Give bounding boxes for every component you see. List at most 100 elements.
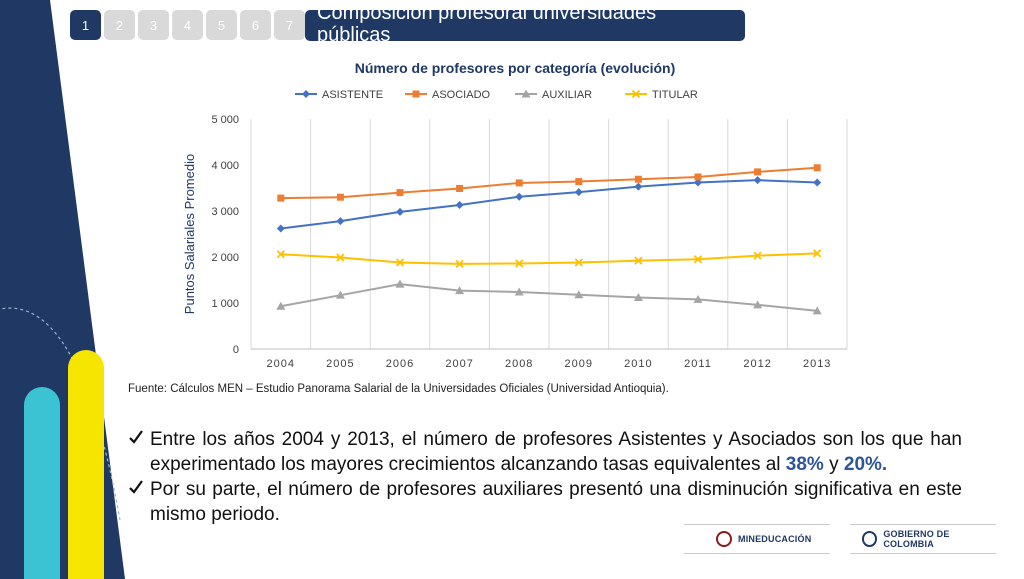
seal-icon bbox=[716, 531, 732, 547]
rate-asistentes: 38% bbox=[785, 454, 824, 475]
data-point-asociado bbox=[694, 173, 702, 181]
legend-marker-titular bbox=[631, 89, 641, 99]
cyan-pill bbox=[24, 387, 60, 579]
tab-6[interactable]: 6 bbox=[240, 10, 271, 40]
rate-asociados: 20%. bbox=[843, 454, 888, 475]
page-title: Composición profesoral universidades púb… bbox=[317, 2, 657, 46]
data-point-auxiliar bbox=[812, 306, 822, 315]
data-point-titular bbox=[336, 253, 345, 262]
gobierno-logo: GOBIERNO DE COLOMBIA bbox=[850, 524, 996, 554]
y-tick-label: 4 000 bbox=[211, 160, 239, 172]
tab-5[interactable]: 5 bbox=[206, 10, 237, 40]
data-point-auxiliar bbox=[633, 292, 643, 301]
x-tick-label: 2013 bbox=[803, 358, 831, 370]
x-tick-label: 2007 bbox=[445, 358, 473, 370]
bullet-item-decline: Por su parte, el número de profesores au… bbox=[128, 477, 962, 527]
data-point-titular bbox=[276, 250, 285, 259]
data-point-titular bbox=[693, 255, 703, 264]
x-tick-label: 2011 bbox=[684, 358, 712, 370]
data-point-asociado bbox=[813, 164, 821, 172]
mineducacion-logo: MINEDUCACIÓN bbox=[684, 524, 830, 554]
data-point-titular bbox=[634, 256, 643, 265]
data-point-asociado bbox=[277, 194, 285, 202]
x-tick-label: 2005 bbox=[326, 358, 354, 370]
data-point-asistente bbox=[336, 217, 345, 226]
bullet-text-growth: Entre los años 2004 y 2013, el número de… bbox=[150, 429, 962, 475]
navy-band bbox=[0, 0, 125, 579]
seal-icon bbox=[862, 531, 878, 547]
data-point-auxiliar bbox=[276, 301, 286, 310]
series-line-auxiliar bbox=[280, 283, 818, 312]
slide-tabs: 1 2 3 4 5 6 7 bbox=[70, 10, 305, 40]
y-tick-label: 1 000 bbox=[211, 298, 239, 310]
data-point-auxiliar bbox=[395, 279, 405, 288]
legend-label-titular: TITULAR bbox=[652, 89, 698, 101]
data-point-asistente bbox=[753, 176, 762, 185]
series-line-asistente bbox=[280, 179, 818, 230]
data-point-auxiliar bbox=[455, 286, 465, 295]
data-point-titular bbox=[574, 258, 583, 267]
data-point-auxiliar bbox=[514, 287, 524, 296]
data-point-asistente bbox=[455, 201, 464, 210]
x-tick-label: 2006 bbox=[386, 358, 414, 370]
y-tick-label: 5 000 bbox=[211, 114, 239, 126]
data-point-asistente bbox=[813, 178, 822, 187]
legend-label-auxiliar: AUXILIAR bbox=[542, 89, 592, 101]
data-point-auxiliar bbox=[693, 294, 703, 303]
data-point-asociado bbox=[634, 175, 642, 183]
source-note: Fuente: Cálculos MEN – Estudio Panorama … bbox=[128, 383, 669, 395]
data-point-titular bbox=[455, 259, 464, 269]
x-tick-label: 2008 bbox=[505, 358, 533, 370]
data-point-titular bbox=[515, 259, 524, 268]
y-tick-label: 2 000 bbox=[211, 252, 239, 264]
data-point-titular bbox=[395, 258, 405, 267]
mineducacion-label: MINEDUCACIÓN bbox=[738, 534, 812, 544]
data-point-asociado bbox=[396, 189, 404, 197]
data-point-titular bbox=[753, 251, 762, 260]
bullet-list: Entre los años 2004 y 2013, el número de… bbox=[128, 427, 962, 527]
data-point-auxiliar bbox=[574, 290, 584, 299]
gobierno-label: GOBIERNO DE COLOMBIA bbox=[883, 529, 950, 549]
data-point-asistente bbox=[694, 178, 702, 187]
data-point-asistente bbox=[396, 207, 404, 216]
legend-marker-auxiliar bbox=[521, 89, 531, 98]
data-point-asociado bbox=[336, 193, 344, 201]
data-point-asociado bbox=[515, 179, 523, 187]
data-point-asociado bbox=[456, 184, 464, 192]
tab-7[interactable]: 7 bbox=[274, 10, 305, 40]
data-point-asistente bbox=[515, 192, 524, 201]
data-point-auxiliar bbox=[335, 290, 345, 299]
y-tick-label: 0 bbox=[233, 344, 239, 356]
legend-label-asociado: ASOCIADO bbox=[432, 89, 491, 101]
x-tick-label: 2004 bbox=[267, 358, 295, 370]
tab-3[interactable]: 3 bbox=[138, 10, 169, 40]
tab-2[interactable]: 2 bbox=[104, 10, 135, 40]
series-line-titular bbox=[280, 252, 818, 265]
data-point-asistente bbox=[574, 188, 583, 197]
yellow-pill bbox=[68, 350, 104, 579]
legend-marker-asistente bbox=[302, 90, 310, 98]
chart-title: Número de profesores por categoría (evol… bbox=[355, 60, 676, 76]
tab-1[interactable]: 1 bbox=[70, 10, 101, 40]
check-icon bbox=[129, 430, 143, 444]
check-icon bbox=[129, 480, 143, 494]
data-point-asistente bbox=[634, 182, 643, 191]
data-point-titular bbox=[813, 249, 822, 258]
bullet-conjunction: y bbox=[823, 454, 844, 475]
data-point-asociado bbox=[754, 168, 762, 176]
dashed-arc bbox=[0, 307, 121, 521]
data-point-asistente bbox=[276, 224, 285, 233]
y-tick-label: 3 000 bbox=[211, 206, 239, 218]
line-chart: Número de profesores por categoría (evol… bbox=[182, 60, 848, 370]
legend-marker-asociado bbox=[412, 90, 420, 98]
bullet-text-decline: Por su parte, el número de profesores au… bbox=[150, 479, 962, 525]
bullet-item-growth: Entre los años 2004 y 2013, el número de… bbox=[128, 427, 962, 477]
x-tick-label: 2010 bbox=[624, 358, 652, 370]
y-axis-label: Puntos Salariales Promedio bbox=[182, 154, 197, 314]
legend-label-asistente: ASISTENTE bbox=[322, 89, 383, 101]
title-bar: Composición profesoral universidades púb… bbox=[305, 2, 745, 46]
data-point-auxiliar bbox=[753, 300, 763, 309]
x-tick-label: 2009 bbox=[565, 358, 593, 370]
tab-4[interactable]: 4 bbox=[172, 10, 203, 40]
